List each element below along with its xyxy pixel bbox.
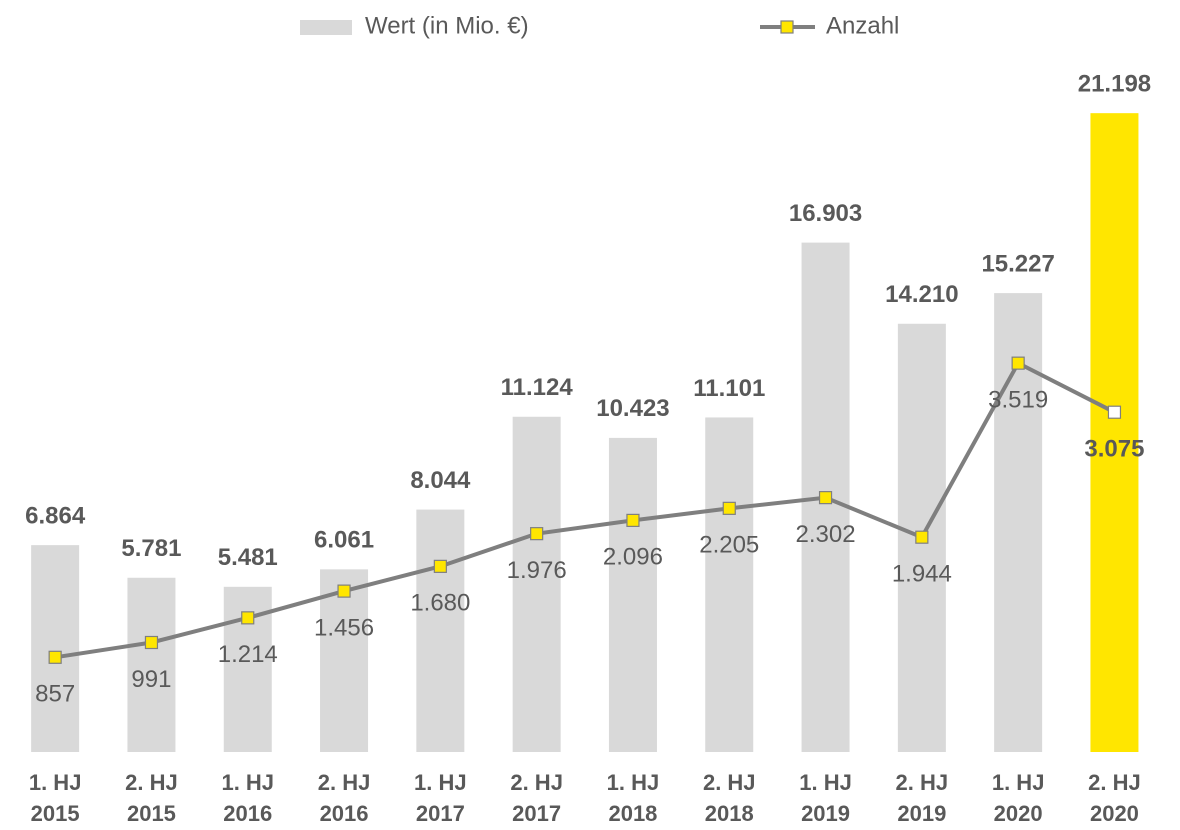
x-tick-label: 1. HJ — [29, 770, 82, 795]
x-tick-label: 2015 — [127, 801, 176, 826]
bar-value-label: 21.198 — [1078, 71, 1151, 98]
x-tick-label: 2016 — [223, 801, 272, 826]
line-value-label: 3.519 — [988, 386, 1048, 413]
line-value-label: 1.214 — [218, 641, 278, 668]
x-tick-label: 2. HJ — [510, 770, 563, 795]
x-tick-label: 1. HJ — [607, 770, 660, 795]
line-value-label: 857 — [35, 681, 75, 708]
bar-value-label: 10.423 — [596, 395, 669, 422]
x-tick-label: 2. HJ — [1088, 770, 1141, 795]
x-tick-label: 2. HJ — [896, 770, 949, 795]
x-tick-label: 2020 — [994, 801, 1043, 826]
line-marker — [48, 650, 62, 664]
x-tick-label: 1. HJ — [799, 770, 852, 795]
line-marker — [1011, 356, 1025, 370]
x-tick-label: 2. HJ — [125, 770, 178, 795]
x-tick-label: 1. HJ — [992, 770, 1045, 795]
bar — [31, 545, 80, 752]
bar — [320, 569, 369, 752]
legend-swatch — [300, 20, 352, 35]
line-value-label: 1.976 — [507, 557, 567, 584]
line-value-label: 991 — [131, 666, 171, 693]
x-tick-label: 2. HJ — [318, 770, 371, 795]
bar-value-label: 8.044 — [410, 467, 471, 494]
line-marker — [818, 491, 833, 505]
bar-value-label: 6.864 — [25, 502, 86, 529]
bar — [705, 417, 754, 752]
x-tick-label: 2019 — [801, 801, 850, 826]
line-marker — [626, 513, 640, 527]
line-value-label: 2.096 — [603, 544, 663, 571]
legend-label: Anzahl — [826, 12, 899, 39]
line-marker — [241, 611, 255, 625]
x-tick-label: 2019 — [897, 801, 946, 826]
bar-value-label: 15.227 — [981, 250, 1054, 277]
x-tick-label: 2018 — [608, 801, 657, 826]
line-value-label: 2.302 — [796, 521, 856, 548]
x-tick-label: 2016 — [320, 801, 369, 826]
line-value-label: 1.680 — [410, 590, 470, 617]
bar — [416, 509, 465, 752]
bar — [127, 577, 176, 752]
line-value-label: 1.944 — [892, 561, 952, 588]
bar-value-label: 6.061 — [314, 527, 374, 554]
line-marker — [915, 530, 929, 544]
legend-label: Wert (in Mio. €) — [365, 12, 529, 39]
x-tick-label: 2017 — [416, 801, 465, 826]
x-tick-label: 2015 — [31, 801, 80, 826]
line-value-label: 2.205 — [699, 532, 759, 559]
line-marker — [144, 635, 159, 650]
bar-value-label: 5.481 — [218, 544, 278, 571]
line-value-label: 3.075 — [1084, 436, 1144, 463]
bar-value-label: 16.903 — [789, 200, 862, 227]
x-tick-label: 1. HJ — [221, 770, 274, 795]
line-marker — [722, 501, 736, 515]
line-marker — [530, 527, 544, 541]
x-tick-label: 1. HJ — [414, 770, 467, 795]
bar-value-label: 11.124 — [501, 374, 574, 401]
line-marker — [433, 559, 447, 573]
line-value-label: 1.456 — [314, 614, 374, 641]
bar-value-label: 14.210 — [885, 281, 958, 308]
bar-value-label: 11.101 — [693, 375, 765, 402]
bar — [1090, 113, 1139, 752]
x-tick-label: 2020 — [1090, 801, 1139, 826]
line-marker — [337, 584, 351, 598]
legend-marker — [780, 20, 794, 34]
line-marker — [1107, 405, 1122, 419]
line — [54, 360, 1116, 660]
bar — [512, 416, 561, 752]
bar-value-label: 5.781 — [121, 535, 181, 562]
x-tick-label: 2018 — [705, 801, 754, 826]
bar — [608, 437, 657, 752]
x-tick-label: 2017 — [512, 801, 561, 826]
x-tick-label: 2. HJ — [703, 770, 756, 795]
